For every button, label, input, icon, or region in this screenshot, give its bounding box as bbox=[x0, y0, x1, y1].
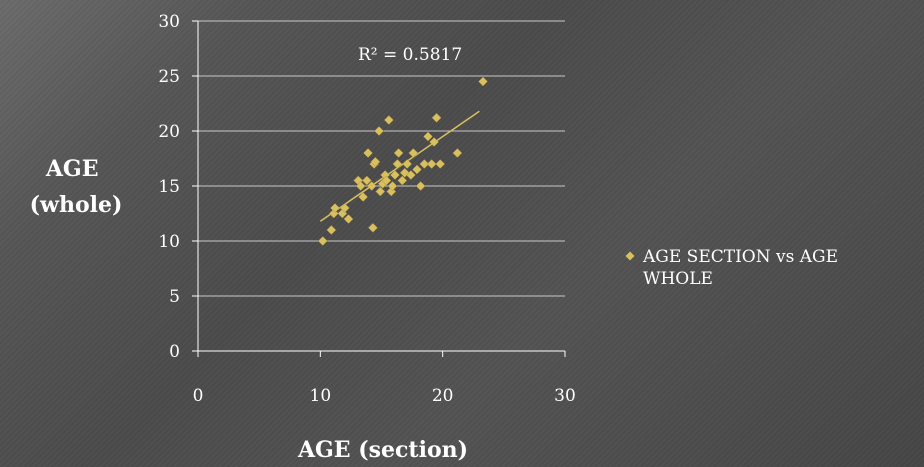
data-point bbox=[370, 156, 381, 167]
data-point bbox=[363, 148, 373, 158]
data-point bbox=[426, 159, 437, 169]
y-axis-label-line-2: (whole) bbox=[30, 192, 123, 218]
data-point bbox=[326, 225, 337, 235]
data-point bbox=[355, 181, 366, 191]
data-point bbox=[397, 175, 408, 186]
data-point bbox=[361, 175, 372, 186]
data-point bbox=[387, 181, 398, 191]
data-point bbox=[423, 131, 433, 142]
legend-label-line-2: WHOLE bbox=[643, 269, 713, 289]
data-point bbox=[343, 214, 354, 224]
data-point bbox=[429, 137, 439, 147]
legend-label: AGE SECTION vs AGE WHOLE bbox=[642, 247, 843, 289]
x-axis-label: AGE (section) bbox=[297, 437, 468, 463]
axes bbox=[192, 20, 566, 357]
data-point bbox=[317, 236, 328, 246]
data-point bbox=[419, 159, 430, 169]
data-point bbox=[406, 170, 416, 180]
legend-label-line-1: AGE SECTION vs AGE bbox=[642, 247, 838, 267]
x-tick-labels: 0 10 20 30 bbox=[193, 386, 576, 406]
data-points bbox=[317, 76, 488, 246]
data-point bbox=[392, 159, 403, 169]
y-tick-label: 5 bbox=[169, 287, 180, 307]
data-point bbox=[435, 159, 446, 169]
y-tick-labels: 0 5 10 15 20 25 30 bbox=[158, 12, 180, 362]
data-point bbox=[431, 112, 442, 123]
y-axis-label: AGE (whole) bbox=[30, 156, 123, 218]
legend-marker bbox=[625, 251, 635, 261]
data-point bbox=[393, 148, 404, 158]
data-point bbox=[415, 181, 426, 191]
r-squared-label: R² = 0.5817 bbox=[358, 45, 462, 65]
data-point bbox=[358, 192, 369, 202]
data-point bbox=[478, 76, 488, 87]
y-axis-label-line-1: AGE bbox=[45, 156, 99, 182]
y-tick-label: 0 bbox=[169, 342, 180, 362]
data-point bbox=[375, 186, 386, 197]
legend: AGE SECTION vs AGE WHOLE bbox=[625, 247, 843, 289]
y-tick-label: 25 bbox=[158, 67, 180, 87]
y-tick-label: 15 bbox=[158, 177, 180, 197]
data-point bbox=[368, 222, 378, 233]
data-point bbox=[383, 115, 394, 125]
data-point bbox=[330, 203, 340, 213]
data-point bbox=[408, 148, 419, 158]
y-tick-label: 20 bbox=[158, 122, 180, 142]
data-point bbox=[402, 159, 413, 169]
data-point bbox=[386, 186, 397, 197]
x-tick-label: 0 bbox=[193, 386, 204, 406]
data-point bbox=[452, 148, 463, 158]
data-point bbox=[374, 126, 384, 136]
data-point bbox=[390, 170, 400, 180]
y-tick-label: 10 bbox=[158, 232, 180, 252]
data-point bbox=[412, 164, 422, 175]
data-point bbox=[339, 203, 350, 213]
data-point bbox=[366, 181, 377, 191]
data-point bbox=[381, 175, 392, 186]
x-tick-label: 20 bbox=[432, 386, 454, 406]
y-tick-label: 30 bbox=[158, 12, 180, 32]
x-tick-label: 10 bbox=[310, 386, 332, 406]
x-tick-label: 30 bbox=[554, 386, 576, 406]
